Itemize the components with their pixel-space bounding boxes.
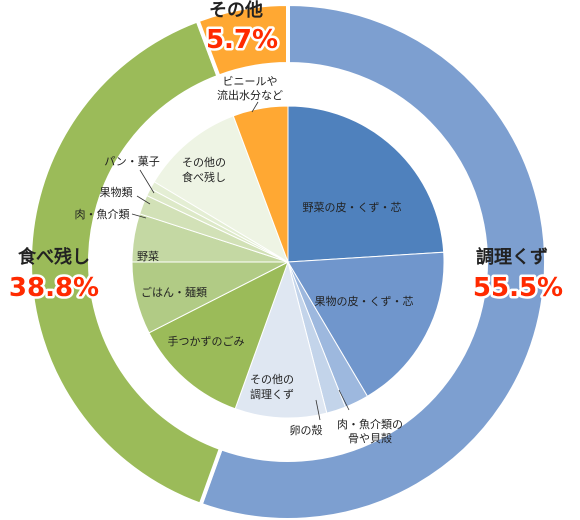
- category-name-leftover: 食べ残し: [17, 246, 90, 268]
- inner-slice-1: [287, 251, 445, 397]
- category-pct-leftover: 38.8%: [9, 273, 99, 303]
- label-other-leftover-line1: その他の: [182, 156, 226, 169]
- label-vinyl-line2: 流出水分など: [217, 88, 283, 102]
- leader-meat-fish: [131, 213, 147, 219]
- label-fruit-peel: 果物の皮・くず・芯: [315, 294, 414, 308]
- outer-slice-2: [194, 1, 290, 80]
- inner-slice-12: [232, 105, 289, 263]
- label-eggshell: 卵の殻: [290, 423, 323, 437]
- outer-slice-1: [28, 17, 224, 508]
- label-vegetables: 野菜: [137, 250, 159, 263]
- inner-slice-4: [234, 260, 328, 419]
- category-pct-cooking: 55.5%: [473, 273, 563, 303]
- label-meat-fish: 肉・魚介類: [75, 208, 130, 221]
- inner-pie: [131, 105, 445, 419]
- label-untouched: 手つかずのごみ: [168, 334, 245, 348]
- label-other-leftover-line2: 食べ残し: [182, 170, 226, 184]
- label-fruits: 果物類: [100, 185, 133, 199]
- label-other-cooking-line2: 調理くず: [250, 387, 294, 401]
- label-vinyl-line1: ビニールや: [223, 75, 278, 88]
- inner-slice-0: [287, 105, 445, 263]
- leader-bread: [139, 169, 155, 194]
- inner-slice-11: [153, 115, 289, 264]
- outer-slice-0: [198, 1, 548, 520]
- inner-slice-5: [148, 260, 289, 410]
- category-pct-other: 5.7%: [206, 25, 278, 55]
- label-vegetable-peel: 野菜の皮・くず・芯: [303, 200, 402, 214]
- outer-ring: [28, 1, 548, 520]
- leader-lines: [131, 101, 350, 421]
- label-bones-line2: 骨や貝殻: [348, 431, 392, 445]
- label-rice-noodles: ごはん・麺類: [141, 285, 207, 299]
- leader-eggshell: [315, 399, 321, 421]
- label-bread-sweets: パン・菓子: [104, 155, 160, 168]
- category-name-cooking: 調理くず: [476, 246, 548, 268]
- leader-bones: [338, 389, 350, 411]
- category-name-other: その他: [209, 0, 263, 21]
- label-other-cooking-line1: その他の: [250, 373, 294, 386]
- leader-fruits: [136, 195, 151, 205]
- leader-vinyl: [251, 101, 259, 113]
- label-bones-line1: 肉・魚介類の: [337, 418, 403, 431]
